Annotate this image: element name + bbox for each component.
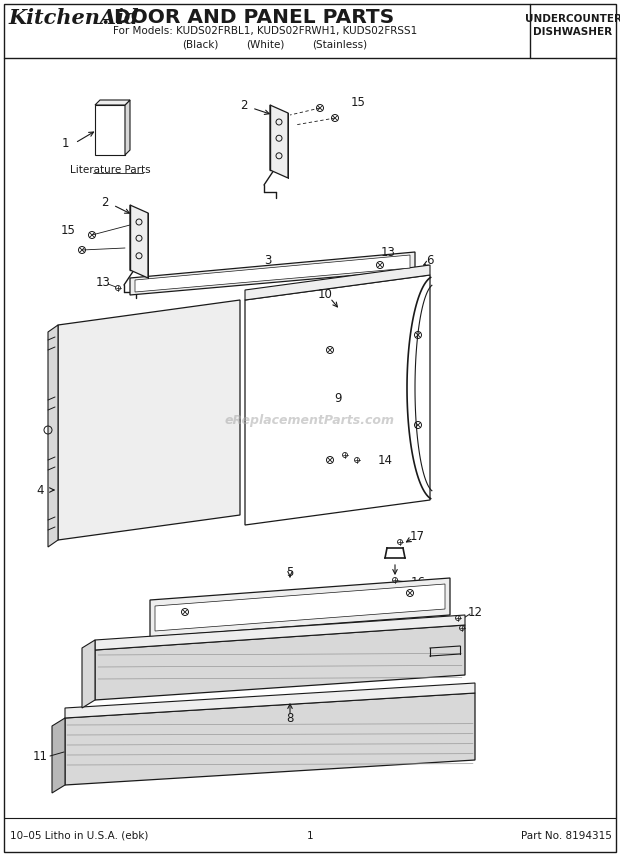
Text: 16: 16 [410,576,425,590]
Polygon shape [130,252,415,295]
Text: UNDERCOUNTER: UNDERCOUNTER [525,14,620,24]
Text: 13: 13 [381,246,396,259]
Text: 10–05 Litho in U.S.A. (ebk): 10–05 Litho in U.S.A. (ebk) [10,831,148,841]
Polygon shape [150,578,450,637]
Text: 13: 13 [95,276,110,289]
Text: .: . [101,8,108,28]
Text: 6: 6 [427,254,434,267]
Text: 11: 11 [32,750,48,763]
Text: 5: 5 [286,566,294,579]
Polygon shape [65,693,475,785]
Polygon shape [82,640,95,708]
Polygon shape [245,265,430,300]
Text: 10: 10 [317,288,332,301]
Polygon shape [130,205,148,278]
Text: Literature Parts: Literature Parts [69,165,150,175]
Text: 2: 2 [241,98,248,111]
Text: DOOR AND PANEL PARTS: DOOR AND PANEL PARTS [107,8,394,27]
Text: KitchenAid: KitchenAid [8,8,139,28]
Polygon shape [52,718,65,793]
Text: Part No. 8194315: Part No. 8194315 [521,831,612,841]
Text: 15: 15 [61,223,76,236]
Text: 2: 2 [101,195,108,209]
Text: 3: 3 [264,254,272,267]
Polygon shape [58,300,240,540]
Polygon shape [245,275,430,525]
Polygon shape [48,325,58,547]
Text: 15: 15 [350,96,365,109]
Text: DISHWASHER: DISHWASHER [533,27,613,37]
Text: (Black): (Black) [182,39,218,49]
Polygon shape [95,100,130,105]
Text: For Models: KUDS02FRBL1, KUDS02FRWH1, KUDS02FRSS1: For Models: KUDS02FRBL1, KUDS02FRWH1, KU… [113,26,417,36]
Text: 12: 12 [467,605,482,619]
Polygon shape [125,100,130,155]
Text: eReplacementParts.com: eReplacementParts.com [225,413,395,426]
Text: 17: 17 [409,530,425,543]
Polygon shape [155,584,445,631]
Text: (White): (White) [246,39,284,49]
Polygon shape [135,255,410,292]
Text: 4: 4 [36,484,44,496]
Polygon shape [270,105,288,178]
Text: 14: 14 [378,454,392,467]
Text: 8: 8 [286,711,294,724]
Polygon shape [95,615,465,650]
Text: 1: 1 [61,136,69,150]
Text: (Stainless): (Stainless) [312,39,368,49]
Polygon shape [95,625,465,700]
Polygon shape [65,683,475,718]
Text: 9: 9 [334,391,342,405]
Text: 1: 1 [307,831,313,841]
Polygon shape [95,105,125,155]
